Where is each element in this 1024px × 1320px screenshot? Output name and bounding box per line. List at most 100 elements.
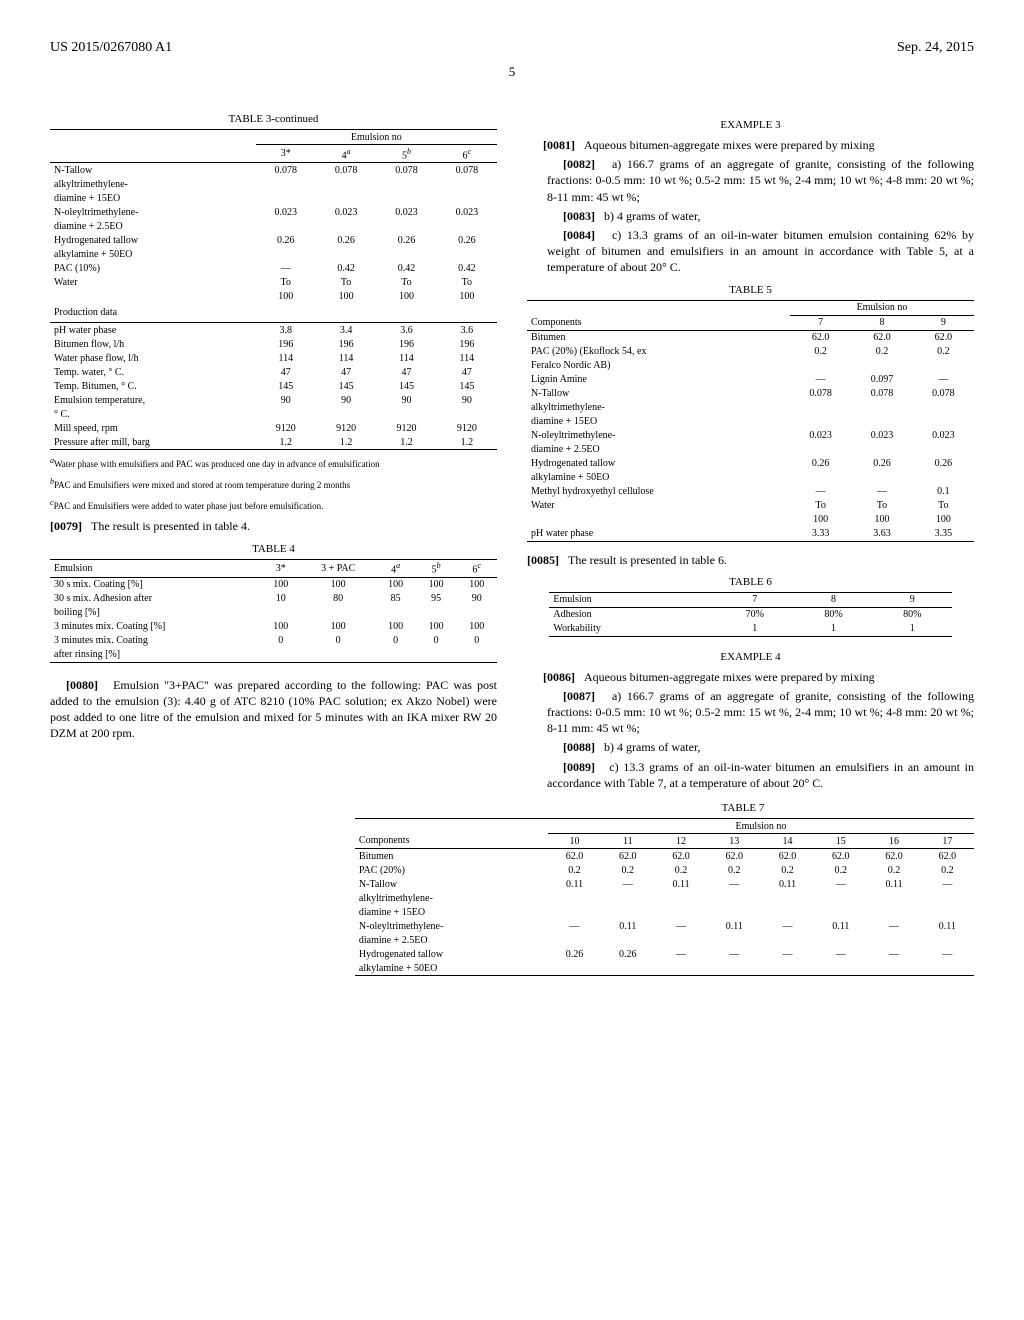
cell: —	[708, 947, 761, 961]
table7-col: 12	[654, 834, 707, 849]
cell	[867, 961, 920, 976]
cell: To	[790, 499, 851, 513]
cell: 0.2	[851, 345, 912, 359]
row-label: PAC (20%) (Ekoflock 54, ex	[527, 345, 790, 359]
cell: 0.078	[913, 387, 974, 401]
row-label: N-Tallow	[50, 163, 256, 178]
cell: 0.42	[437, 261, 497, 275]
cell	[790, 415, 851, 429]
row-label: Methyl hydroxyethyl cellulose	[527, 485, 790, 499]
table-row: N-oleyltrimethylene-0.0230.0230.0230.023	[50, 205, 497, 219]
cell: 47	[437, 365, 497, 379]
row-label: diamine + 15EO	[355, 905, 548, 919]
cell: 0.023	[851, 429, 912, 443]
cell: 62.0	[867, 849, 920, 864]
cell: 100	[375, 620, 416, 634]
cell	[601, 933, 654, 947]
table7-col: 14	[761, 834, 814, 849]
cell: —	[867, 947, 920, 961]
row-label: 3 minutes mix. Coating	[50, 634, 260, 648]
cell: 0.26	[601, 947, 654, 961]
row-label: Bitumen flow, l/h	[50, 337, 256, 351]
table-row: WaterToToToTo	[50, 275, 497, 289]
cell: 0.11	[548, 877, 601, 891]
table-row: N-Tallow0.0780.0780.0780.078	[50, 163, 497, 178]
table5-title: TABLE 5	[527, 284, 974, 296]
table6-col: 9	[873, 592, 952, 607]
row-label: PAC (10%)	[50, 261, 256, 275]
table-row: 3 minutes mix. Coating00000	[50, 634, 497, 648]
row-label: Workability	[549, 622, 715, 637]
cell	[256, 219, 316, 233]
cell: 1.2	[437, 435, 497, 450]
cell	[851, 415, 912, 429]
cell	[867, 905, 920, 919]
table-row: PAC (10%)—0.420.420.42	[50, 261, 497, 275]
cell: 1	[715, 622, 794, 637]
cell	[708, 961, 761, 976]
cell	[548, 891, 601, 905]
cell: 47	[316, 365, 376, 379]
cell	[761, 961, 814, 976]
cell	[913, 401, 974, 415]
row-label: alkyltrimethylene-	[50, 177, 256, 191]
cell: 0.078	[437, 163, 497, 178]
row-label: diamine + 2.5EO	[355, 933, 548, 947]
cell	[867, 891, 920, 905]
cell	[256, 191, 316, 205]
table5-col: Components	[527, 315, 790, 330]
table-row: N-oleyltrimethylene-0.0230.0230.023	[527, 429, 974, 443]
table-row: diamine + 15EO	[355, 905, 974, 919]
cell: 0.023	[437, 205, 497, 219]
cell	[548, 933, 601, 947]
row-label: Bitumen	[355, 849, 548, 864]
table-row: Workability111	[549, 622, 951, 637]
cell	[708, 933, 761, 947]
cell: 80%	[873, 607, 952, 622]
cell	[416, 648, 457, 663]
table-row: WaterToToTo	[527, 499, 974, 513]
row-label: N-oleyltrimethylene-	[355, 919, 548, 933]
table6: Emulsion 7 8 9 Adhesion70%80%80%Workabil…	[549, 592, 951, 637]
cell: 3.8	[256, 323, 316, 338]
left-column: TABLE 3-continued Emulsion no 3* 4a 5b 6…	[50, 105, 497, 794]
table7-col: 13	[708, 834, 761, 849]
para-0080: [0080] Emulsion "3+PAC" was prepared acc…	[50, 677, 497, 742]
cell: 0.2	[761, 863, 814, 877]
example4-title: EXAMPLE 4	[527, 651, 974, 663]
patent-number: US 2015/0267080 A1	[50, 40, 172, 56]
cell: 95	[416, 592, 457, 606]
table7-col: 11	[601, 834, 654, 849]
table7-col: 10	[548, 834, 601, 849]
cell: 1	[873, 622, 952, 637]
table-row: 30 s mix. Adhesion after1080859590	[50, 592, 497, 606]
row-label: alkylamine + 50EO	[355, 961, 548, 976]
cell: —	[867, 919, 920, 933]
cell: To	[376, 275, 436, 289]
cell: 90	[437, 393, 497, 407]
table3-title: TABLE 3-continued	[50, 113, 497, 125]
para-0084: [0084] c) 13.3 grams of an oil-in-water …	[547, 227, 974, 276]
cell: —	[654, 947, 707, 961]
cell	[851, 471, 912, 485]
cell	[456, 648, 497, 663]
row-label: boiling [%]	[50, 606, 260, 620]
cell: 1.2	[376, 435, 436, 450]
row-label: 3 minutes mix. Coating [%]	[50, 620, 260, 634]
cell: 62.0	[601, 849, 654, 864]
table7-col: 15	[814, 834, 867, 849]
table-row: Lignin Amine—0.097—	[527, 373, 974, 387]
cell: 0.11	[867, 877, 920, 891]
cell: 1.2	[256, 435, 316, 450]
cell: —	[256, 261, 316, 275]
cell	[316, 191, 376, 205]
row-label: Adhesion	[549, 607, 715, 622]
table-row: Water phase flow, l/h114114114114	[50, 351, 497, 365]
cell: To	[437, 275, 497, 289]
cell: —	[790, 373, 851, 387]
row-label: Bitumen	[527, 330, 790, 345]
cell	[761, 905, 814, 919]
cell: 3.33	[790, 527, 851, 542]
table6-title: TABLE 6	[527, 576, 974, 588]
cell	[548, 961, 601, 976]
